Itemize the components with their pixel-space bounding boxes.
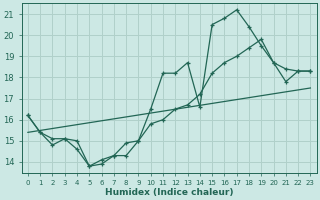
X-axis label: Humidex (Indice chaleur): Humidex (Indice chaleur) [105, 188, 233, 197]
